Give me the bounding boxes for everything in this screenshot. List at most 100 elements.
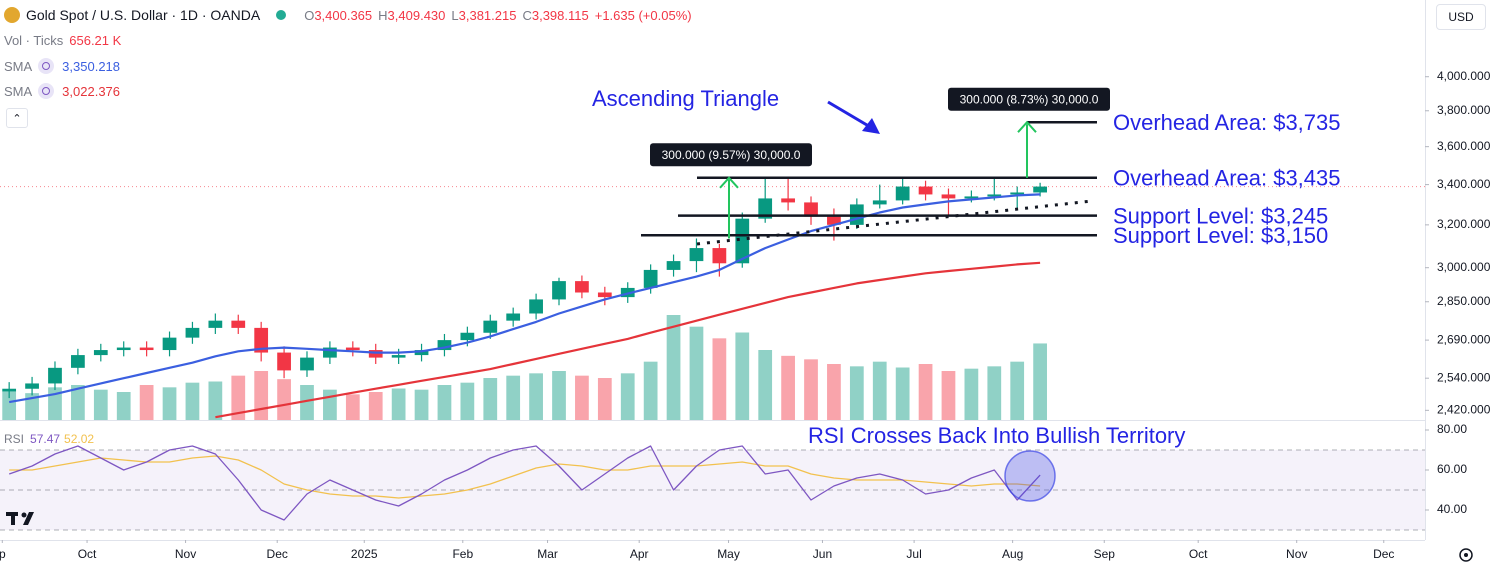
candle-body [139, 347, 154, 351]
volume-bar [895, 367, 910, 420]
ohlc-value: 3,400.365 [314, 7, 373, 23]
rsi-line [9, 455, 1041, 499]
legend-value: 656.21 K [69, 33, 122, 48]
candle-body [2, 388, 17, 392]
legend-label: SMA [4, 58, 33, 74]
x-tick-label: Apr [630, 547, 649, 561]
ohlc-key: L [451, 7, 459, 23]
x-tick-label: Jul [906, 547, 921, 561]
settings-icon[interactable] [1459, 548, 1473, 562]
volume-bar [93, 389, 108, 420]
legend-label: RSI [4, 432, 25, 446]
x-tick-label: Oct [78, 547, 97, 561]
candle-body [460, 332, 475, 341]
candle-body [735, 218, 750, 264]
candle-body [48, 367, 62, 384]
volume-bar [1033, 343, 1047, 420]
volume-bar [506, 375, 521, 420]
gear-center[interactable] [1464, 553, 1468, 557]
measure-label: 300.000 (9.57%) 30,000.0 [662, 148, 801, 162]
volume-bar [25, 393, 39, 420]
candle-body [1033, 186, 1047, 193]
candle-body [529, 299, 543, 314]
y-tick-label: 2,420.000 [1437, 403, 1491, 417]
x-tick-label: Aug [1002, 547, 1023, 561]
volume-bar [804, 359, 818, 420]
ohlc-key: H [378, 7, 388, 23]
x-tick-label: p [0, 547, 6, 561]
volume-bar [162, 387, 177, 420]
candle-body [368, 350, 383, 358]
candle-body [827, 216, 841, 225]
logo-part [11, 512, 15, 525]
volume-layer [2, 315, 1047, 420]
change: +1.635 (+0.05%) [594, 7, 692, 23]
volume-bar [712, 338, 727, 420]
ohlc-value: 3,398.115 [531, 7, 589, 23]
x-tick-label: Jun [813, 547, 832, 561]
y-tick-label: 80.00 [1437, 422, 1467, 436]
candle-body [781, 198, 795, 203]
candle-body [345, 347, 360, 351]
rsi-legend: RSI 57.47 52.02 [4, 432, 94, 446]
volume-bar [2, 390, 17, 420]
logo-part [23, 512, 34, 525]
volume-bar [597, 378, 612, 420]
candle-body [575, 281, 589, 293]
volume-bar [483, 378, 498, 420]
level-label: Overhead Area: $3,735 [1113, 110, 1341, 135]
volume-bar [918, 364, 933, 420]
x-tick-label: Sep [1094, 547, 1116, 561]
candle-body [25, 383, 39, 389]
measure-arrowhead [719, 176, 739, 189]
volume-bar [345, 394, 360, 420]
collapse-button[interactable]: ⌃ [6, 108, 28, 128]
candle-body [712, 248, 727, 264]
volume-bar [643, 361, 658, 420]
candle-body [208, 320, 223, 328]
volume-bar [208, 381, 223, 420]
candle-body [643, 269, 658, 288]
gear[interactable] [1459, 548, 1473, 562]
x-tick-label: Dec [267, 547, 288, 561]
candle-body [964, 196, 979, 199]
candle-body [185, 327, 200, 338]
volume-bar [849, 366, 864, 420]
volume-bar [254, 371, 269, 420]
x-tick-label: May [717, 547, 740, 561]
candle-body [300, 357, 314, 371]
legend-label: SMA [4, 83, 33, 99]
y-tick-label: 60.00 [1437, 462, 1467, 476]
candle-body [666, 261, 681, 270]
legend-value: 3,350.218 [62, 58, 121, 74]
x-tick-label: 2025 [351, 547, 378, 561]
volume-bar [827, 364, 841, 420]
volume-bar [666, 315, 681, 420]
candle-body [597, 292, 612, 298]
x-tick-label: Nov [1286, 547, 1307, 561]
axis-layer: 2,420.000 2,540.000 2,690.000 2,850.000 3,00… [0, 69, 1491, 561]
volume-bar [987, 366, 1002, 420]
volume-bar [414, 389, 429, 420]
ohlc-key: O [304, 7, 315, 23]
candle-body [941, 194, 956, 199]
measure-box [948, 87, 1110, 111]
candle-body [93, 350, 108, 356]
currency-button[interactable]: USD [1436, 4, 1486, 30]
volume-bar [460, 382, 475, 420]
ohlc-value: 3,409.430 [387, 7, 446, 23]
candle-body [414, 350, 429, 356]
volume-bar [1010, 361, 1025, 420]
candle-body [1010, 192, 1025, 195]
y-tick-label: 2,850.000 [1437, 294, 1491, 308]
candle-body [116, 347, 131, 351]
candle-body [231, 320, 246, 328]
candle-body [804, 202, 818, 217]
measure-box [650, 143, 812, 167]
volume-bar [139, 385, 154, 420]
volume-bar [781, 355, 795, 420]
candle-body [758, 198, 773, 219]
y-tick-label: 40.00 [1437, 502, 1467, 516]
